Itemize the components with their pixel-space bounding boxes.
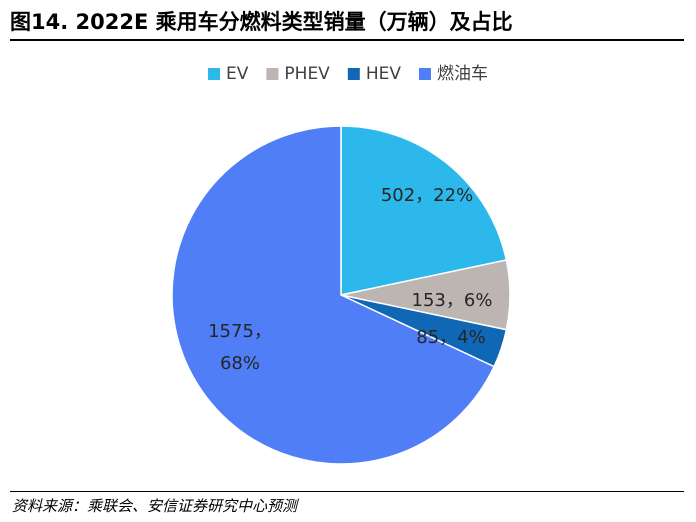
legend-swatch-0 — [208, 68, 221, 80]
pie-data-labels: 502，22% 153，6% 85，4% 1575， 68% — [208, 185, 492, 374]
data-label-3-0: 1575， — [208, 321, 272, 342]
pie-slices — [171, 125, 511, 465]
legend-label-0: EV — [226, 64, 249, 84]
legend-swatch-3 — [418, 68, 431, 80]
legend-swatch-2 — [347, 68, 360, 80]
data-label-1-0: 153，6% — [412, 290, 493, 311]
title-rule — [10, 39, 684, 41]
legend-label-2: HEV — [366, 64, 402, 84]
data-label-3-1: 68% — [220, 353, 260, 374]
source-note: 资料来源：乘联会、安信证券研究中心预测 — [12, 497, 298, 515]
legend-swatch-1 — [266, 68, 279, 80]
data-label-2-0: 85，4% — [416, 327, 485, 348]
figure-title: 图14. 2022E 乘用车分燃料类型销量（万辆）及占比 — [10, 10, 513, 34]
data-label-0-0: 502，22% — [381, 185, 473, 206]
source-rule — [10, 491, 684, 492]
legend-label-1: PHEV — [284, 64, 330, 84]
chart-legend: EV PHEV HEV 燃油车 — [208, 64, 488, 84]
pie-slice-3 — [171, 125, 496, 465]
pie-slice-0 — [340, 125, 508, 296]
legend-label-3: 燃油车 — [437, 64, 488, 84]
